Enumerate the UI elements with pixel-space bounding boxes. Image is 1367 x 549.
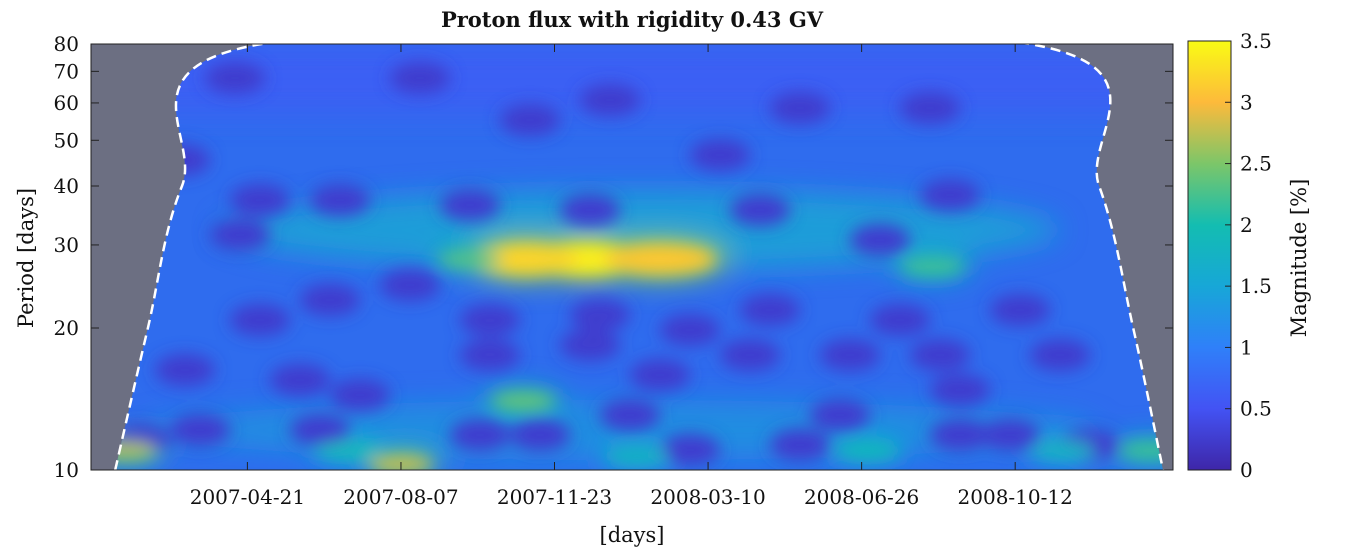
low-magnitude-spot: [230, 184, 290, 216]
cone-of-influence-line: [113, 44, 1165, 470]
colorbar-label: Magnitude [%]: [1287, 179, 1311, 338]
low-magnitude-spot: [600, 399, 660, 431]
heatmap: [115, 44, 1164, 470]
low-magnitude-spot: [330, 379, 390, 411]
low-magnitude-spot: [660, 314, 720, 346]
low-magnitude-spot: [460, 339, 520, 371]
low-magnitude-spot: [500, 104, 560, 136]
low-magnitude-spot: [930, 419, 990, 451]
low-magnitude-spot: [390, 62, 450, 94]
y-tick-label: 70: [54, 59, 79, 83]
low-magnitude-spot: [205, 62, 265, 94]
y-axis: 10 20 30 40 50 60 70 80: [54, 32, 1173, 482]
low-magnitude-spot: [450, 419, 510, 451]
low-magnitude-spot: [740, 294, 800, 326]
x-tick-label: 2008-06-26: [804, 485, 919, 509]
low-magnitude-spot: [980, 419, 1040, 451]
magnitude-feature: [467, 243, 580, 275]
low-magnitude-spot: [300, 284, 360, 316]
y-tick-label: 40: [54, 174, 79, 198]
low-magnitude-spot: [460, 304, 520, 336]
low-magnitude-spot: [270, 364, 330, 396]
colorbar: [1187, 40, 1232, 471]
x-tick-label: 2007-11-23: [497, 485, 612, 509]
low-magnitude-spot: [720, 339, 780, 371]
low-magnitude-spot: [170, 414, 230, 446]
low-magnitude-spot: [630, 359, 690, 391]
magnitude-feature: [115, 441, 158, 460]
low-magnitude-spot: [910, 339, 970, 371]
magnitude-feature: [900, 257, 965, 276]
low-magnitude-spot: [510, 419, 570, 451]
x-tick-label: 2008-10-12: [958, 485, 1073, 509]
y-tick-label: 80: [54, 32, 79, 56]
low-magnitude-spot: [930, 374, 990, 406]
x-axis: 2007-04-21 2007-08-07 2007-11-23 2008-03-10…: [190, 44, 1073, 509]
colorbar-tick-label: 1: [1240, 335, 1253, 359]
colorbar-tick-label: 0.5: [1240, 397, 1272, 421]
magnitude-feature: [491, 392, 556, 410]
low-magnitude-spot: [210, 219, 270, 251]
y-tick-label: 30: [54, 233, 79, 257]
plot-frame: [90, 43, 1174, 471]
magnitude-feature: [438, 250, 503, 268]
low-magnitude-spot: [155, 354, 215, 386]
low-magnitude-spot: [770, 92, 830, 124]
x-tick-label: 2008-03-10: [650, 485, 765, 509]
magnitude-feature: [835, 441, 900, 460]
x-axis-label: [days]: [600, 523, 665, 547]
colorbar-tick-label: 3.5: [1240, 29, 1272, 53]
low-magnitude-spot: [230, 304, 290, 336]
x-tick-label: 2007-04-21: [190, 485, 305, 509]
y-axis-label: Period [days]: [14, 188, 38, 328]
low-magnitude-spot: [560, 194, 620, 226]
y-tick-label: 10: [54, 458, 79, 482]
x-tick-label: 2007-08-07: [343, 485, 458, 509]
low-magnitude-spot: [870, 304, 930, 336]
low-magnitude-spot: [850, 224, 910, 256]
low-magnitude-spot: [920, 179, 980, 211]
low-magnitude-spot: [380, 269, 440, 301]
chart-title: Proton flux with rigidity 0.43 GV: [441, 7, 824, 32]
colorbar-tick-label: 2.5: [1240, 152, 1272, 176]
magnitude-feature: [316, 441, 381, 460]
magnitude-feature: [1031, 441, 1096, 460]
low-magnitude-spot: [310, 184, 370, 216]
colorbar-axis: 0 0.5 1 1.5 2 2.5 3 3.5: [1225, 29, 1272, 482]
low-magnitude-spot: [990, 294, 1050, 326]
y-tick-label: 60: [54, 91, 79, 115]
y-tick-label: 20: [54, 316, 79, 340]
low-magnitude-spot: [660, 434, 720, 466]
colorbar-tick-label: 2: [1240, 213, 1253, 237]
colorbar-tick-label: 3: [1240, 90, 1253, 114]
colorbar-tick-label: 1.5: [1240, 274, 1272, 298]
low-magnitude-spot: [580, 84, 640, 116]
low-magnitude-spot: [290, 414, 350, 446]
magnitude-feature: [1118, 441, 1164, 460]
low-magnitude-spot: [560, 329, 620, 361]
low-magnitude-spot: [810, 399, 870, 431]
plot-area: [91, 44, 1173, 470]
low-magnitude-spot: [690, 139, 750, 171]
mid-band: [220, 190, 1060, 270]
magnitude-feature: [603, 243, 716, 275]
magnitude-feature: [604, 447, 669, 465]
low-magnitude-spot: [900, 92, 960, 124]
y-tick-label: 50: [54, 128, 79, 152]
colorbar-tick-label: 0: [1240, 458, 1253, 482]
low-magnitude-spot: [570, 299, 630, 331]
low-magnitude-spot: [1030, 339, 1090, 371]
low-magnitude-spot: [440, 189, 500, 221]
low-magnitude-spot: [820, 339, 880, 371]
low-magnitude-spot: [770, 429, 830, 461]
low-magnitude-spot: [730, 194, 790, 226]
